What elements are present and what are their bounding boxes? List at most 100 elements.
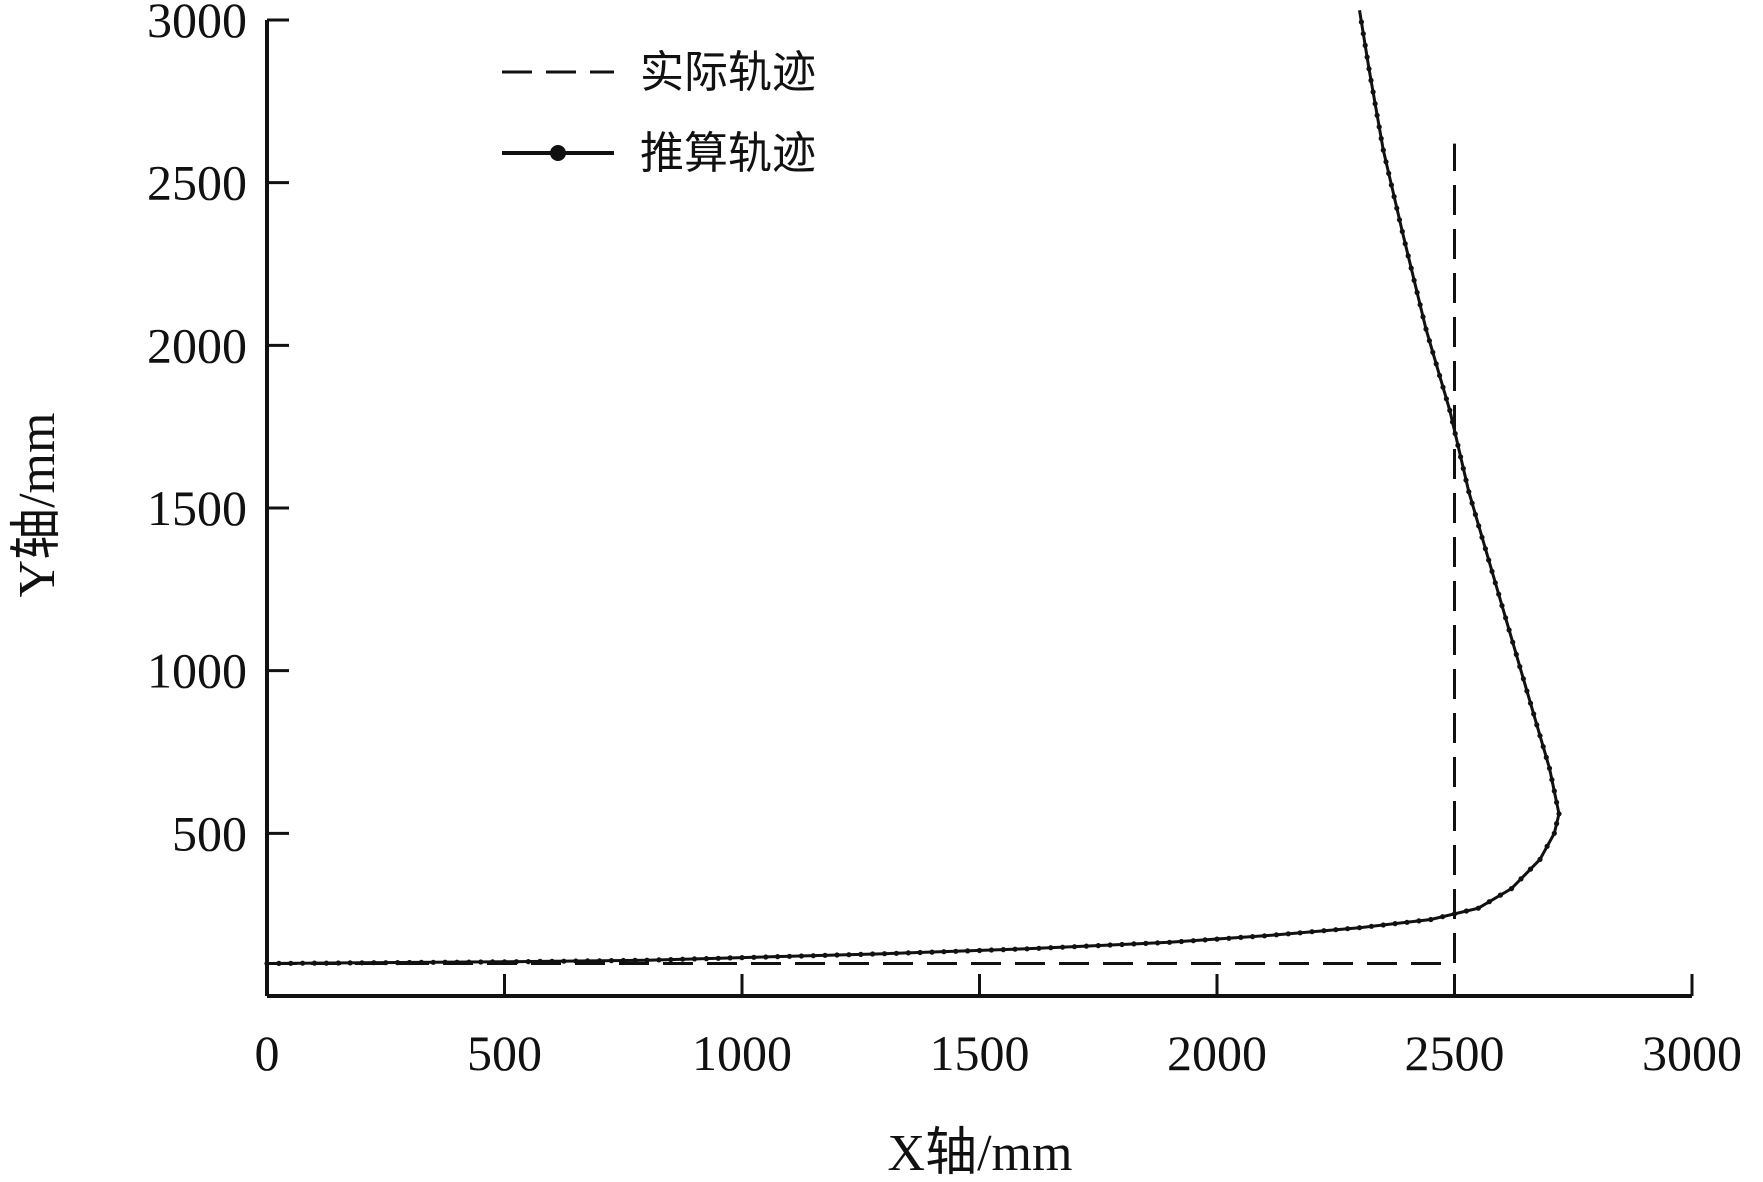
series-point-estimated (573, 958, 579, 964)
series-point-estimated (1551, 788, 1557, 794)
series-point-estimated (775, 954, 781, 960)
series-point-estimated (1399, 228, 1405, 235)
series-point-estimated (1440, 914, 1446, 920)
series-point-estimated (1131, 941, 1137, 947)
series-point-estimated (846, 952, 852, 958)
y-tick-label: 3000 (147, 0, 247, 48)
series-point-estimated (1309, 929, 1315, 935)
series-point-estimated (1333, 927, 1339, 933)
series-line-actual (267, 143, 1456, 965)
series-point-estimated (1451, 911, 1458, 917)
series-point-estimated (1452, 431, 1458, 437)
series-point-estimated (276, 960, 282, 967)
series-point-estimated (1540, 744, 1546, 750)
series-point-estimated (1362, 42, 1368, 49)
series-point-estimated (585, 958, 591, 964)
series-point-estimated (1119, 941, 1125, 948)
series-point-estimated (1482, 546, 1488, 552)
series-point-estimated (1060, 944, 1066, 950)
series-point-estimated (596, 958, 603, 964)
series-point-estimated (1554, 799, 1560, 806)
series-point-estimated (786, 953, 793, 959)
series-point-estimated (810, 953, 816, 959)
series-point-estimated (965, 948, 971, 954)
series-point-estimated (1356, 925, 1363, 931)
series-point-estimated (335, 960, 341, 966)
series-point-estimated (1414, 289, 1420, 296)
y-tick-label: 2500 (147, 155, 247, 211)
series-point-estimated (1048, 945, 1054, 951)
x-tick-label: 2500 (1405, 1025, 1505, 1081)
series-point-estimated (751, 954, 757, 960)
series-point-estimated (478, 959, 484, 965)
x-tick-label: 1500 (930, 1025, 1030, 1081)
series-point-estimated (1508, 886, 1515, 892)
series-point-estimated (383, 960, 389, 966)
series-point-estimated (1537, 856, 1543, 863)
series-point-estimated (1420, 314, 1426, 320)
series-point-estimated (870, 951, 876, 957)
series-point-estimated (1496, 591, 1502, 597)
series-point-estimated (668, 957, 674, 963)
series-point-estimated (1388, 182, 1394, 188)
series-point-estimated (525, 959, 531, 965)
x-axis-title: X轴/mm (888, 1125, 1073, 1182)
series-point-estimated (893, 950, 900, 956)
series-point-estimated (1396, 217, 1403, 223)
x-tick-label: 500 (467, 1025, 542, 1081)
series-point-estimated (1443, 396, 1449, 402)
series-point-estimated (1202, 937, 1208, 943)
series-point-estimated (1524, 688, 1530, 694)
series-point-estimated (1510, 639, 1516, 645)
series-point-estimated (430, 959, 436, 965)
series-point-estimated (1368, 77, 1374, 83)
series-point-estimated (1463, 477, 1469, 483)
legend-marker-estimated (550, 145, 566, 161)
series-point-estimated (490, 959, 496, 965)
series-point-estimated (1083, 943, 1089, 949)
axes: 0 500 1000 1500 2000 2500 3000 500 1000 1500 2000 2… (147, 0, 1742, 1081)
series-point-estimated (703, 956, 710, 962)
series-point-estimated (1531, 711, 1537, 717)
series-point-estimated (1556, 811, 1562, 817)
series-point-estimated (1503, 615, 1509, 621)
series-point-estimated (323, 960, 329, 966)
series-point-estimated (881, 951, 888, 957)
series-point-estimated (1534, 722, 1540, 728)
series-point-estimated (300, 960, 306, 966)
series-point-estimated (1250, 934, 1256, 940)
series-point-estimated (1024, 946, 1030, 952)
series-point-estimated (1374, 112, 1380, 118)
y-tick-label: 500 (172, 805, 247, 861)
series-point-estimated (1402, 241, 1408, 247)
series-point-estimated (1551, 830, 1557, 836)
series-point-estimated (929, 949, 935, 955)
series-point-estimated (905, 950, 911, 956)
series-point-estimated (1520, 676, 1526, 682)
series-point-estimated (1364, 54, 1370, 60)
series-point-estimated (1513, 651, 1519, 658)
series-point-estimated (763, 954, 769, 960)
series-point-estimated (442, 959, 448, 965)
y-tick-label: 1500 (147, 480, 247, 536)
series-point-estimated (1297, 930, 1303, 936)
series-point-estimated (1358, 19, 1364, 25)
series-point-estimated (691, 956, 698, 962)
legend-label: 实际轨迹 (640, 47, 816, 98)
series-point-estimated (1527, 700, 1534, 706)
series-point-estimated (953, 948, 959, 954)
series-point-estimated (1549, 777, 1555, 783)
series-point-estimated (1423, 326, 1429, 332)
series-point-estimated (1190, 938, 1196, 944)
series-point-estimated (1376, 124, 1382, 130)
series-point-estimated (347, 960, 353, 966)
series-point-estimated (656, 957, 662, 963)
series-point-estimated (608, 958, 615, 964)
series-point-estimated (1416, 918, 1422, 924)
series-point-estimated (1430, 349, 1436, 355)
series-point-estimated (561, 958, 567, 964)
series-point-estimated (1437, 372, 1443, 379)
series-point-estimated (359, 960, 365, 966)
series-line-estimated (266, 9, 1561, 965)
series-point-estimated (1386, 170, 1392, 176)
